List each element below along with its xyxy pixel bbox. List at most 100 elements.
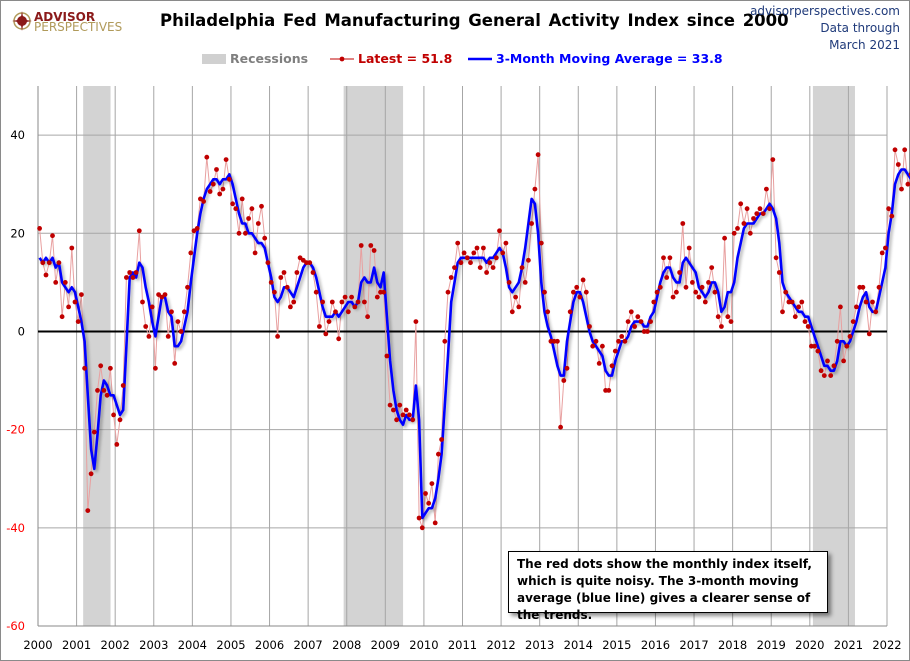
monthly-data-point [760,211,766,217]
monthly-data-point [670,294,676,300]
monthly-data-point [841,358,846,364]
monthly-data-point [764,186,769,192]
monthly-data-point [223,157,229,163]
monthly-data-point [464,255,470,261]
monthly-data-point [487,260,493,266]
monthly-data-point [587,324,592,329]
monthly-data-point [384,353,390,359]
monthly-data-point [844,343,850,349]
monthly-data-point [66,304,71,310]
monthly-data-point [548,338,554,344]
monthly-data-point [272,289,277,295]
monthly-data-point [95,388,100,393]
monthly-data-point [847,334,853,339]
monthly-data-point [818,368,824,374]
monthly-data-point [561,378,567,383]
monthly-data-point [146,334,152,339]
compass-logo-icon [12,11,32,31]
recession-band [83,86,111,626]
monthly-data-point [114,442,120,447]
monthly-data-point [792,314,798,320]
monthly-data-point [574,284,580,290]
x-tick-label: 2012 [486,638,515,652]
monthly-data-point [500,250,506,256]
x-tick-label: 2005 [216,638,245,652]
x-tick-label: 2018 [718,638,747,652]
monthly-data-point [593,338,599,344]
y-tick-label: 0 [18,324,25,338]
monthly-data-point [709,265,715,270]
monthly-data-point [275,334,280,339]
monthly-data-point [805,324,811,329]
monthly-data-point [117,417,123,423]
monthly-data-point [317,324,322,329]
monthly-data-point [345,309,351,315]
monthly-data-point [413,319,419,324]
monthly-data-point [796,304,801,310]
monthly-data-point [558,424,563,430]
monthly-data-point [654,289,660,295]
monthly-data-point [214,167,219,172]
monthly-data-point [333,309,338,315]
monthly-data-point [204,154,210,160]
monthly-data-point [747,230,753,236]
monthly-data-point [583,289,589,295]
monthly-data-point [468,260,473,266]
monthly-data-point [677,270,682,275]
monthly-data-point [503,240,509,246]
monthly-data-point [622,338,628,344]
x-tick-label: 2014 [564,638,593,652]
monthly-data-point [419,525,425,531]
monthly-data-point [612,348,618,354]
x-tick-label: 2022 [872,638,901,652]
legend-item-moving-average: 3-Month Moving Average = 33.8 [468,51,723,66]
monthly-data-point [526,257,531,263]
monthly-data-point [310,270,316,275]
monthly-data-point [178,329,184,334]
monthly-data-point [56,260,62,266]
monthly-data-point [902,147,908,153]
monthly-data-point [368,243,374,248]
legend-label-recessions: Recessions [230,51,309,66]
monthly-data-point [854,304,859,310]
monthly-data-point [391,407,396,413]
monthly-data-point [834,338,840,344]
monthly-data-point [838,304,843,310]
monthly-data-point [776,270,782,275]
monthly-data-point [403,407,409,413]
monthly-data-point [632,324,637,329]
monthly-data-point [40,260,46,266]
logo-line2: PERSPECTIVES [34,20,123,34]
y-tick-label: -60 [6,619,25,633]
legend-label-latest: Latest = 51.8 [358,51,453,66]
data-through-label: Data through [820,21,900,35]
monthly-data-point [423,491,428,496]
monthly-data-point [831,363,837,369]
monthly-data-point [130,275,136,280]
x-tick-label: 2016 [641,638,670,652]
monthly-data-point [545,309,551,315]
x-tick-label: 2021 [834,638,863,652]
x-tick-label: 2009 [371,638,400,652]
monthly-data-point [226,176,232,182]
monthly-data-point [484,270,489,275]
x-tick-label: 2013 [525,638,554,652]
x-tick-label: 2010 [409,638,438,652]
monthly-data-point [567,309,573,315]
monthly-data-point [108,365,113,371]
monthly-data-point [619,334,625,339]
monthly-data-point [802,319,808,324]
x-tick-label: 2004 [178,638,207,652]
monthly-data-point [667,255,673,261]
monthly-data-point [725,314,731,320]
monthly-data-point [493,255,499,261]
monthly-data-point [445,289,451,295]
monthly-data-point [91,429,97,435]
monthly-data-point [757,206,763,212]
monthly-index-line [39,149,910,528]
monthly-data-point [731,230,737,236]
monthly-data-point [532,186,538,192]
monthly-data-point [387,402,393,408]
monthly-data-point [715,314,721,320]
